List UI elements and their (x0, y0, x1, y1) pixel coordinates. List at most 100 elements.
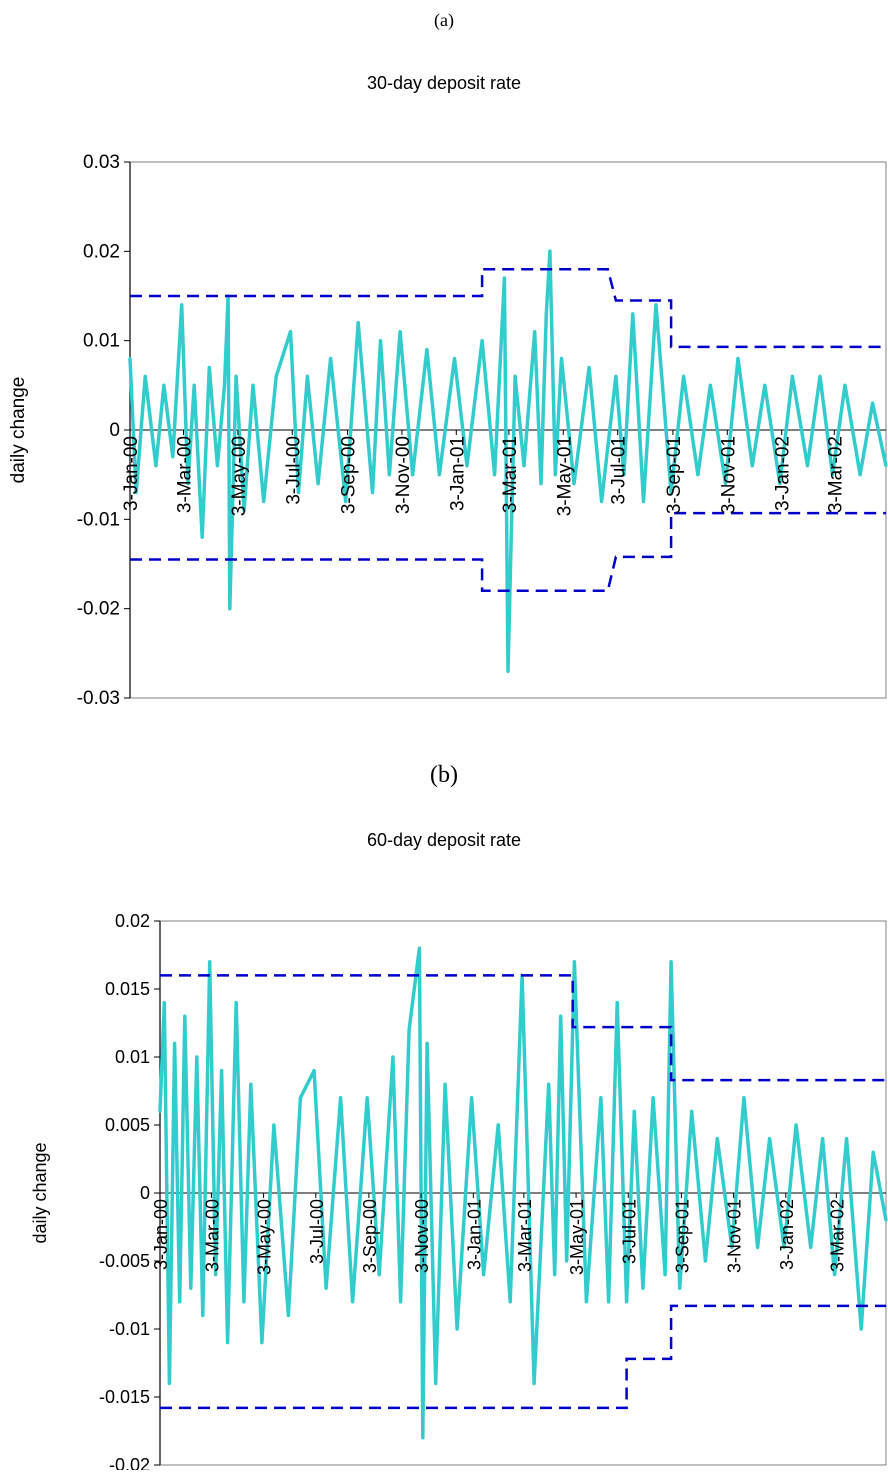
data-point (421, 1436, 425, 1440)
data-point (365, 1096, 369, 1100)
data-point (833, 1273, 837, 1277)
upper-band-line (130, 267, 886, 349)
data-point (548, 249, 552, 253)
data-point (329, 357, 333, 361)
data-point (482, 1273, 486, 1277)
x-tick-label: 3-May-00 (255, 1199, 275, 1275)
data-point (180, 303, 184, 307)
data-point (425, 1041, 429, 1045)
y-tick-label: -0.01 (77, 509, 120, 530)
x-tick-label: 3-Nov-00 (412, 1199, 432, 1273)
data-point (171, 455, 175, 459)
data-point (228, 607, 232, 611)
data-point (678, 1286, 682, 1290)
data-point (544, 312, 548, 316)
data-point (344, 499, 348, 503)
data-point (607, 1300, 611, 1304)
data-point (669, 491, 673, 495)
data-point (399, 1300, 403, 1304)
data-point (274, 374, 278, 378)
x-tick-label: 3-Jan-02 (777, 1199, 797, 1270)
data-point (818, 374, 822, 378)
data-point (260, 1341, 264, 1345)
x-tick-label: 3-Jul-01 (619, 1199, 639, 1264)
x-tick-label: 3-Sep-01 (672, 1199, 692, 1273)
data-point (387, 473, 391, 477)
data-point (128, 357, 132, 361)
y-tick-label: -0.01 (109, 1319, 150, 1339)
data-point (559, 1014, 563, 1018)
data-point (178, 1300, 182, 1304)
x-tick-label: 3-May-01 (567, 1199, 587, 1275)
data-point (377, 1273, 381, 1277)
data-point (845, 1137, 849, 1141)
y-axis-label: daily change (30, 1142, 50, 1243)
data-point (682, 374, 686, 378)
data-point (768, 1137, 772, 1141)
y-tick-label: 0.005 (105, 1115, 150, 1135)
y-tick-label: -0.005 (99, 1251, 150, 1271)
data-point (615, 1001, 619, 1005)
data-point (614, 374, 618, 378)
data-point (622, 473, 626, 477)
data-point (480, 339, 484, 343)
x-tick-label: 3-Mar-00 (174, 436, 195, 513)
data-point (437, 473, 441, 477)
data-point (565, 1259, 569, 1263)
data-point (195, 1055, 199, 1059)
data-point (703, 1259, 707, 1263)
data-point (158, 1109, 162, 1113)
data-point (821, 1137, 825, 1141)
chart-title-a: 30-day deposit rate (366, 73, 522, 93)
data-point (215, 464, 219, 468)
data-point (434, 1381, 438, 1385)
x-tick-label: 3-Mar-02 (825, 436, 846, 513)
data-point (134, 491, 138, 495)
data-point (715, 1137, 719, 1141)
data-point (631, 312, 635, 316)
y-tick-label: 0.02 (115, 911, 150, 931)
data-point (782, 1245, 786, 1249)
x-tick-label: 3-Mar-02 (827, 1199, 847, 1272)
data-point (262, 499, 266, 503)
lower-band-line (160, 1304, 886, 1410)
y-tick-label: 0.01 (83, 331, 120, 352)
data-point (183, 1014, 187, 1018)
data-point (234, 1001, 238, 1005)
y-tick-label: -0.03 (77, 688, 120, 709)
data-point (173, 1041, 177, 1045)
data-point (379, 339, 383, 343)
data-point (324, 1286, 328, 1290)
x-tick-label: 3-Nov-01 (718, 436, 739, 514)
y-tick-label: -0.02 (77, 599, 120, 620)
x-tick-label: 3-Jul-00 (307, 1199, 327, 1264)
data-point (316, 482, 320, 486)
data-point (572, 960, 576, 964)
data-point (859, 1327, 863, 1331)
data-point (351, 1300, 355, 1304)
x-tick-label: 3-Jul-01 (609, 436, 630, 505)
x-tick-label: 3-May-00 (229, 436, 250, 516)
data-point (806, 464, 810, 468)
data-point (154, 464, 158, 468)
data-point (663, 1273, 667, 1277)
data-point (200, 535, 204, 539)
x-tick-label: 3-Sep-00 (339, 436, 360, 514)
data-point (162, 383, 166, 387)
data-point (305, 374, 309, 378)
data-point (553, 473, 557, 477)
x-tick-label: 3-Mar-01 (515, 1199, 535, 1272)
data-point (251, 383, 255, 387)
data-point (242, 1300, 246, 1304)
data-point (599, 1096, 603, 1100)
data-point (496, 1123, 500, 1127)
data-point (465, 464, 469, 468)
data-point (641, 1286, 645, 1290)
data-point (208, 960, 212, 964)
data-point (296, 491, 300, 495)
data-point (790, 374, 794, 378)
y-tick-label: -0.02 (109, 1455, 150, 1470)
data-point (750, 464, 754, 468)
data-point (506, 669, 510, 673)
data-point (407, 1028, 411, 1032)
